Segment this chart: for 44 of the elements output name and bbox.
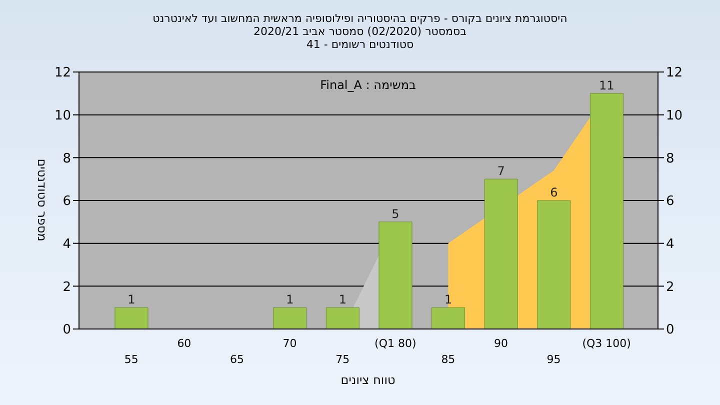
x-tick-label: 65 [230, 353, 244, 366]
y-tick-label: 10 [54, 108, 71, 124]
x-tick-label: 70 [282, 337, 297, 350]
data-label: 1 [444, 292, 452, 307]
y-tick-label: 4 [62, 236, 71, 252]
bar [432, 307, 466, 329]
bar [590, 93, 624, 329]
data-label: 5 [392, 206, 400, 221]
bar [484, 178, 518, 329]
data-label: 7 [497, 164, 505, 178]
x-tick-label: (Q3 100) [582, 337, 631, 350]
y2-tick-label: 8 [666, 151, 674, 166]
x-tick-label: 90 [494, 337, 508, 350]
bar [537, 200, 571, 329]
data-label: 1 [338, 292, 347, 307]
y2-tick-label: 0 [666, 322, 674, 338]
chart-subtitle: בסמסטר (02/2020) סמסטר אביב 2020/21 סטודנטים רשומים - 41 [253, 25, 467, 51]
y-tick-label: 2 [62, 280, 71, 295]
y2-tick-label: 10 [666, 108, 683, 124]
y2-tick-label: 4 [666, 236, 674, 252]
x-tick-label: 75 [336, 353, 350, 366]
bar [326, 307, 360, 329]
data-label: 6 [550, 186, 558, 200]
y-tick-label: 6 [62, 194, 71, 210]
x-tick-label: 60 [177, 337, 192, 350]
bar [114, 307, 148, 329]
x-tick-label: 55 [124, 353, 138, 366]
x-tick-label: (Q1 80) [374, 337, 416, 350]
bar [273, 307, 307, 329]
x-tick-label: 95 [546, 353, 561, 366]
data-label: 1 [286, 292, 294, 307]
x-tick-label: 85 [441, 353, 456, 366]
data-label: 1 [128, 292, 136, 307]
y2-tick-label: 12 [666, 66, 683, 81]
y-axis-title: מספר סטודנטים [35, 158, 49, 242]
chart-title: היסטוגרמת ציונים בקורס - פרקים בהיסטוריה ופילוסופיה מראשית המחשוב ועד לאינטרנט [152, 12, 568, 25]
y-tick-label: 8 [62, 151, 71, 166]
x-axis-title: טווח ציונים [340, 373, 396, 387]
data-label: 11 [599, 78, 614, 92]
y2-tick-label: 6 [666, 194, 674, 210]
y-tick-label: 12 [54, 66, 71, 81]
y2-tick-label: 2 [666, 280, 674, 295]
annotation: במשימה : Final_A [320, 78, 416, 92]
y-tick-label: 0 [62, 322, 71, 338]
